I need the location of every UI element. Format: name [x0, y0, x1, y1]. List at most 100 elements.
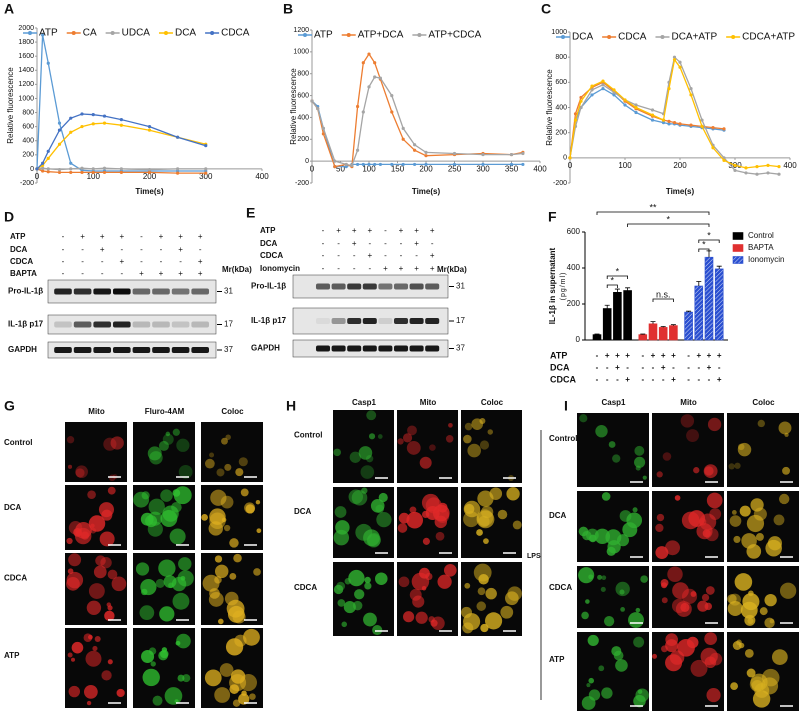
cell-signal — [366, 410, 377, 421]
cell-signal — [150, 661, 156, 667]
cell-signal — [655, 546, 669, 560]
legend-marker — [28, 31, 32, 35]
condition-sign: + — [651, 351, 656, 360]
y-tick-label: 400 — [22, 138, 34, 145]
data-point — [378, 76, 382, 80]
significance-label: * — [667, 214, 671, 224]
mass-label: 31 — [224, 287, 233, 296]
band-label: GAPDH — [251, 344, 280, 353]
condition-sign: - — [322, 226, 325, 235]
panel-letter: D — [4, 209, 14, 225]
condition-label: CDCA — [550, 374, 576, 384]
condition-sign: + — [696, 351, 701, 360]
cell-signal — [603, 615, 615, 627]
data-point — [623, 103, 627, 107]
cell-signal — [487, 429, 493, 435]
blot-band — [112, 321, 131, 328]
bar — [694, 285, 704, 341]
data-point — [634, 103, 638, 107]
condition-sign: - — [606, 363, 609, 372]
condition-sign: - — [120, 245, 123, 254]
cell-signal — [746, 668, 756, 678]
cell-signal — [686, 429, 699, 443]
data-point — [41, 161, 45, 165]
cell-signal — [626, 512, 643, 529]
data-point — [119, 170, 123, 175]
bar — [613, 291, 622, 341]
condition-sign: + — [430, 226, 435, 235]
cell-signal — [755, 532, 764, 541]
cell-signal — [615, 581, 630, 597]
column-header: Coloc — [752, 398, 775, 407]
condition-sign: - — [718, 363, 721, 372]
cell-signal — [578, 567, 595, 584]
condition-sign: + — [100, 245, 105, 254]
band-label: IL-1β p17 — [251, 316, 287, 325]
y-tick-label: 200 — [297, 136, 309, 143]
data-point — [452, 151, 457, 156]
data-point — [80, 112, 84, 116]
condition-sign: + — [414, 264, 419, 273]
cell-signal — [93, 565, 107, 579]
cell-signal — [680, 414, 695, 428]
condition-sign: - — [322, 264, 325, 273]
condition-sign: + — [605, 351, 610, 360]
condition-sign: + — [671, 351, 676, 360]
significance-label: ** — [649, 202, 657, 212]
y-tick-label: 600 — [555, 79, 567, 86]
data-point — [361, 110, 365, 114]
cell-signal — [337, 599, 346, 607]
legend-label: Control — [748, 231, 774, 240]
data-point — [356, 162, 360, 167]
data-point — [424, 162, 428, 167]
x-tick-label: 0 — [35, 172, 40, 181]
condition-sign: - — [140, 245, 143, 254]
cell-signal — [422, 537, 430, 545]
data-point — [69, 161, 73, 165]
mass-label: 17 — [456, 316, 465, 325]
data-point — [612, 93, 616, 97]
bar — [704, 256, 714, 341]
data-point — [41, 166, 45, 170]
cell-signal — [161, 647, 168, 653]
blot-band — [171, 347, 190, 353]
blot-band — [362, 283, 377, 290]
cell-signal — [431, 616, 445, 630]
cell-signal — [348, 569, 365, 587]
cell-signal — [352, 600, 363, 611]
condition-sign: + — [414, 239, 419, 248]
mass-unit: Mr(kDa) — [437, 265, 467, 274]
data-point — [57, 128, 62, 132]
y-tick-label: 400 — [567, 263, 581, 272]
legend-swatch — [732, 232, 744, 240]
y-tick-label: 0 — [563, 155, 567, 162]
data-point — [689, 93, 693, 97]
data-point — [147, 168, 152, 172]
data-point — [356, 104, 360, 109]
condition-sign: - — [62, 269, 65, 278]
cell-signal — [111, 576, 127, 592]
cell-signal — [101, 670, 112, 681]
legend-marker — [110, 31, 115, 35]
cell-signal — [485, 587, 497, 600]
cell-signal — [633, 694, 646, 708]
cell-signal — [782, 466, 791, 475]
blot-band — [54, 321, 72, 328]
cell-signal — [256, 528, 262, 534]
cell-signal — [480, 505, 494, 519]
cell-signal — [68, 685, 81, 698]
cell-signal — [778, 421, 792, 435]
condition-sign: - — [596, 351, 599, 360]
cell-signal — [461, 606, 473, 618]
condition-sign: - — [662, 375, 665, 384]
condition-sign: - — [62, 232, 65, 241]
legend-label: ATP — [39, 28, 58, 39]
condition-sign: - — [160, 245, 163, 254]
cell-signal — [351, 489, 368, 506]
blot-band — [331, 345, 346, 352]
column-header: Casp1 — [352, 398, 377, 407]
condition-sign: - — [120, 269, 123, 278]
cell-signal — [728, 463, 735, 470]
column-header: Coloc — [481, 398, 504, 407]
cell-signal — [85, 650, 102, 667]
